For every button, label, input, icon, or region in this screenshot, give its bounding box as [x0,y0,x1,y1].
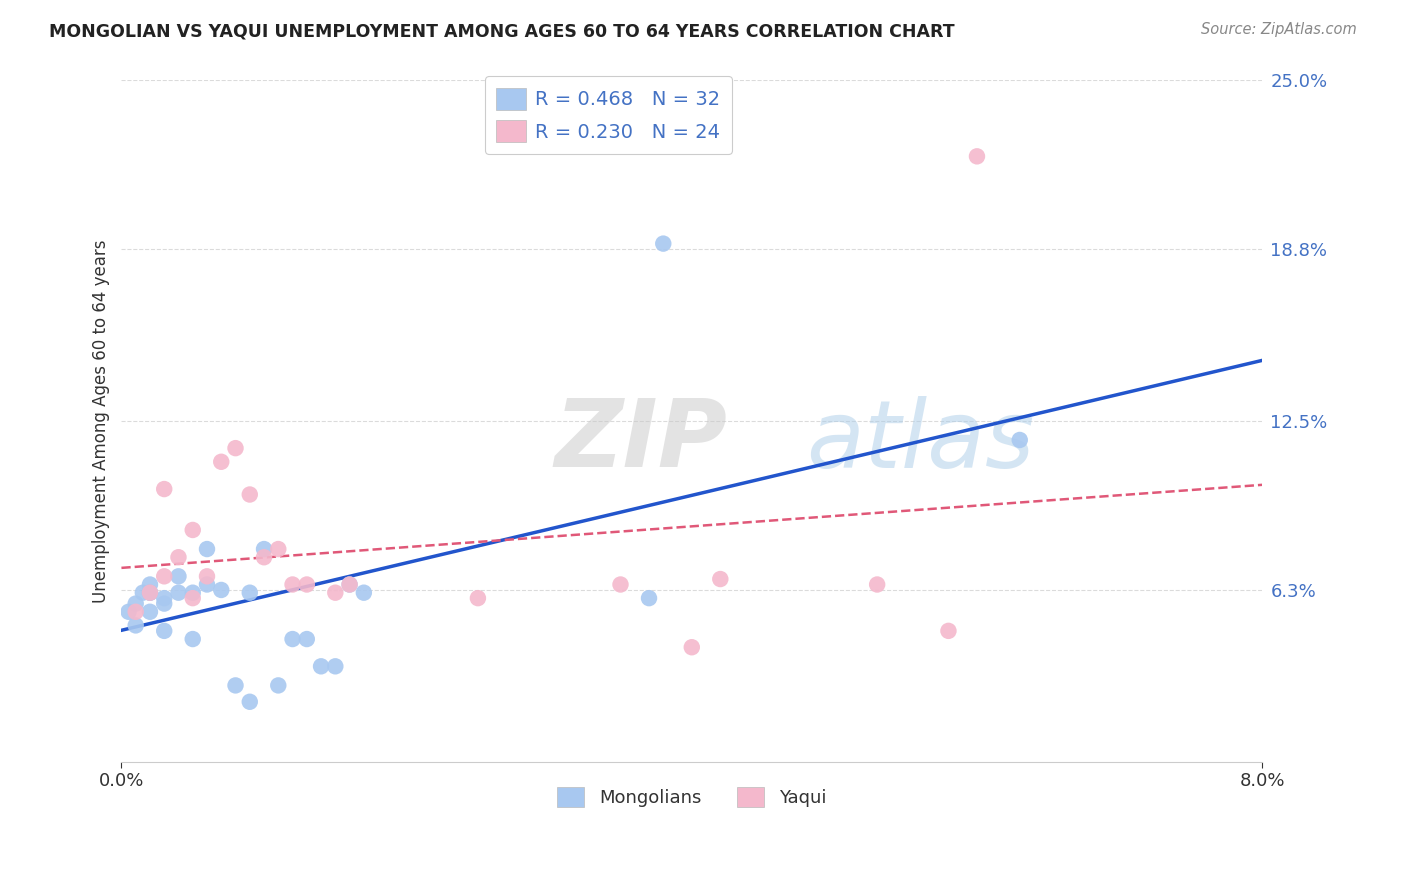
Point [153,597,176,611]
Point [323,585,346,599]
Point [167,585,190,599]
Point [117,605,139,619]
Point [353,585,375,599]
Point [153,591,176,606]
Point [167,569,190,583]
Point [1008,433,1031,447]
Point [295,577,318,591]
Point [323,659,346,673]
Point [181,632,204,646]
Point [181,523,204,537]
Point [195,542,218,557]
Point [253,542,276,557]
Point [681,640,703,655]
Point [309,659,332,673]
Point [132,585,155,599]
Point [709,572,731,586]
Point [339,577,361,591]
Point [267,542,290,557]
Point [295,632,318,646]
Point [167,550,190,565]
Point [139,585,162,599]
Point [866,577,889,591]
Point [209,455,232,469]
Point [225,678,247,692]
Point [125,618,148,632]
Point [225,441,247,455]
Text: Source: ZipAtlas.com: Source: ZipAtlas.com [1201,22,1357,37]
Point [339,577,361,591]
Point [139,577,162,591]
Point [253,550,276,565]
Point [267,678,290,692]
Point [467,591,489,606]
Point [652,236,675,251]
Point [281,577,304,591]
Point [195,577,218,591]
Text: atlas: atlas [806,396,1035,487]
Point [139,585,162,599]
Point [139,585,162,599]
Point [153,624,176,638]
Legend: Mongolians, Yaqui: Mongolians, Yaqui [550,780,834,814]
Y-axis label: Unemployment Among Ages 60 to 64 years: Unemployment Among Ages 60 to 64 years [93,239,110,603]
Point [181,585,204,599]
Point [239,487,262,501]
Point [209,582,232,597]
Point [125,605,148,619]
Point [239,585,262,599]
Point [638,591,661,606]
Text: ZIP: ZIP [555,395,728,487]
Point [281,632,304,646]
Point [153,569,176,583]
Point [153,482,176,496]
Text: MONGOLIAN VS YAQUI UNEMPLOYMENT AMONG AGES 60 TO 64 YEARS CORRELATION CHART: MONGOLIAN VS YAQUI UNEMPLOYMENT AMONG AG… [49,22,955,40]
Point [966,149,988,163]
Point [609,577,631,591]
Point [139,605,162,619]
Point [125,597,148,611]
Point [181,591,204,606]
Point [195,569,218,583]
Point [239,695,262,709]
Point [938,624,960,638]
